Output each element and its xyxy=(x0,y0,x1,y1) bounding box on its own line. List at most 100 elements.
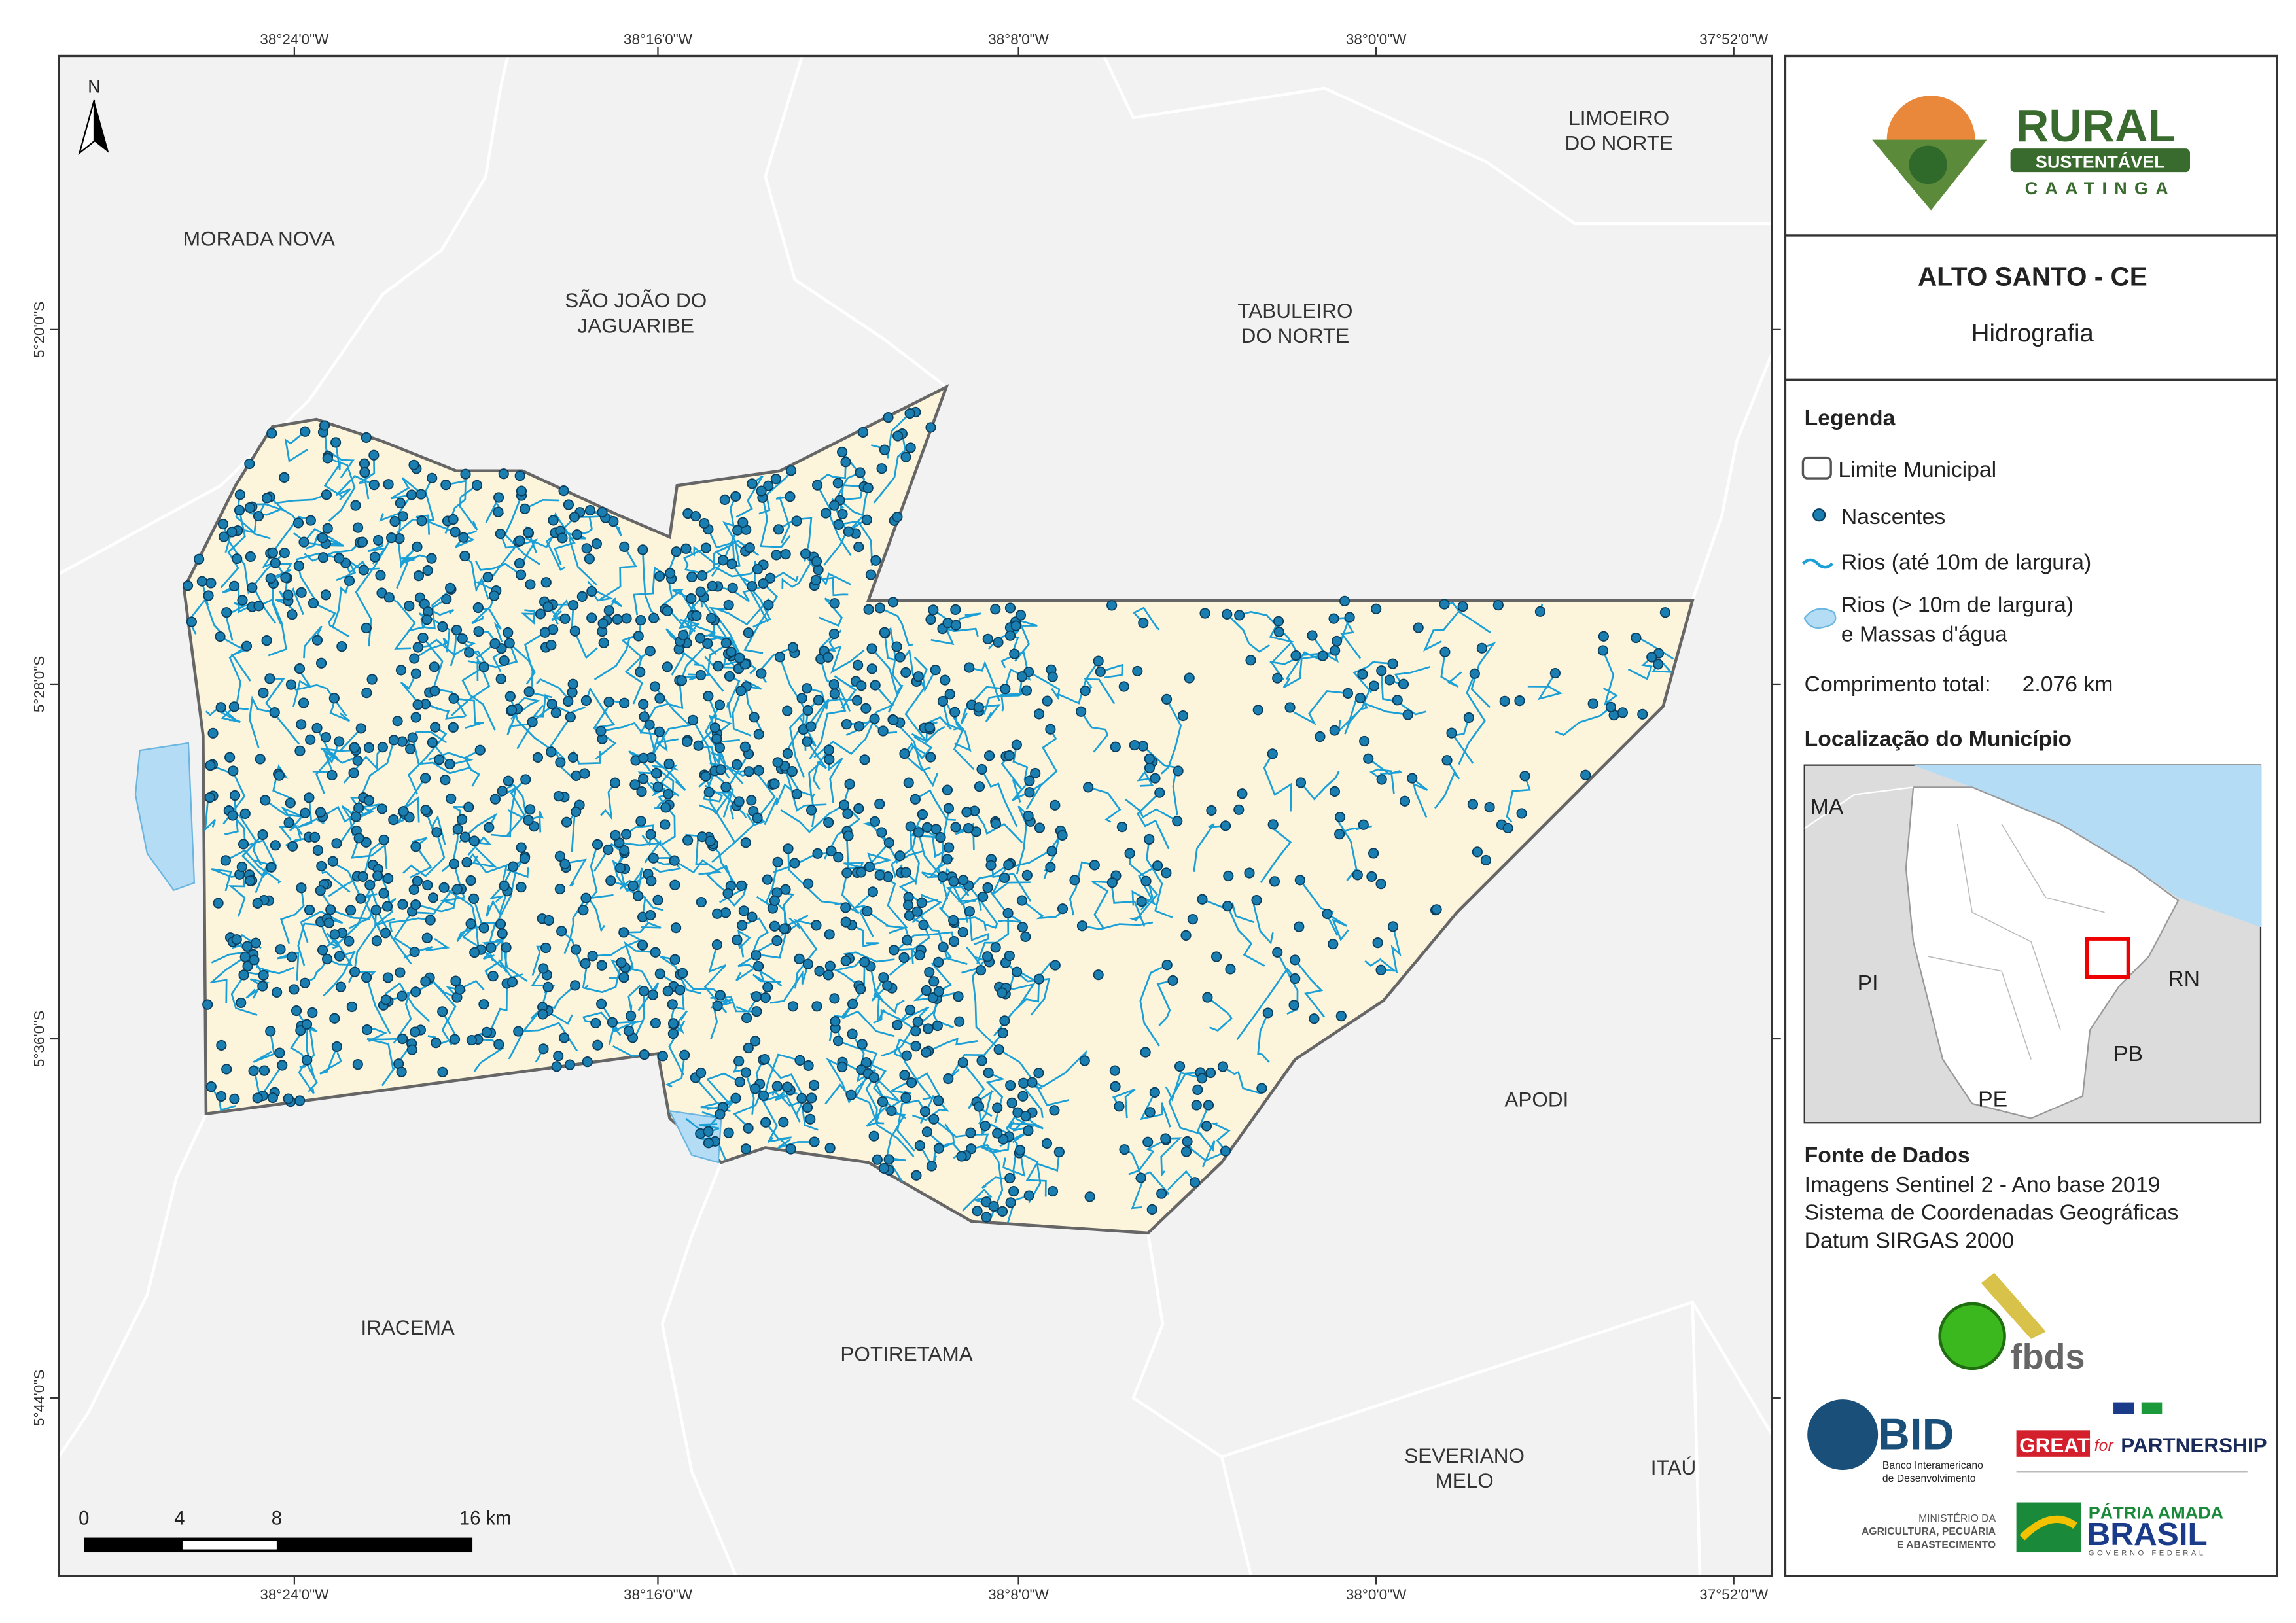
spring xyxy=(914,949,925,961)
spring xyxy=(1034,822,1046,833)
spring xyxy=(257,829,268,841)
location-title: Localização do Município xyxy=(1805,726,2072,751)
spring xyxy=(923,1023,934,1034)
spring xyxy=(853,803,864,814)
river xyxy=(320,727,362,764)
spring xyxy=(924,722,935,733)
inset-highlight xyxy=(2085,937,2130,979)
river xyxy=(632,991,645,1043)
river xyxy=(336,475,375,501)
river xyxy=(1100,663,1123,679)
spring xyxy=(1472,846,1483,858)
spring xyxy=(1387,658,1398,669)
spring xyxy=(441,593,452,605)
river xyxy=(942,701,972,752)
logo-region: CAATINGA xyxy=(2025,179,2176,198)
spring xyxy=(847,998,858,1009)
spring xyxy=(331,1041,342,1053)
spring xyxy=(619,697,630,708)
river xyxy=(1333,617,1362,659)
spring xyxy=(344,575,355,586)
spring xyxy=(650,1017,661,1029)
spring xyxy=(299,977,311,988)
spring xyxy=(1076,706,1087,717)
spring xyxy=(857,427,869,438)
river xyxy=(1128,1139,1167,1176)
spring xyxy=(925,614,936,625)
spring xyxy=(905,442,916,453)
spring xyxy=(296,882,307,894)
spring xyxy=(258,969,269,981)
spring xyxy=(1376,774,1387,785)
spring xyxy=(990,942,1001,953)
spring xyxy=(1234,610,1245,621)
spring xyxy=(1109,1065,1120,1076)
river xyxy=(892,719,939,788)
inset-label: PI xyxy=(1858,971,1879,996)
spring xyxy=(703,691,714,702)
river xyxy=(915,789,957,821)
spring xyxy=(1294,921,1305,932)
spring xyxy=(910,1041,921,1052)
spring xyxy=(983,1067,994,1079)
spring xyxy=(740,1143,752,1155)
spring xyxy=(900,451,911,462)
spring xyxy=(221,1064,232,1075)
spring xyxy=(363,742,375,753)
spring xyxy=(388,735,400,746)
spring xyxy=(546,699,557,710)
river xyxy=(838,520,874,566)
spring xyxy=(592,1039,603,1051)
spring xyxy=(665,568,676,579)
spring xyxy=(381,901,393,912)
spring xyxy=(770,474,781,485)
spring xyxy=(743,627,754,638)
spring xyxy=(285,679,297,690)
spring xyxy=(949,707,961,718)
spring xyxy=(1273,626,1285,638)
spring xyxy=(1237,788,1248,799)
spring xyxy=(336,641,347,652)
river xyxy=(968,660,1000,702)
river xyxy=(486,890,508,917)
spring xyxy=(730,491,741,502)
river xyxy=(1299,771,1340,801)
spring xyxy=(999,872,1010,884)
total-label: Comprimento total: xyxy=(1805,672,1991,697)
spring xyxy=(493,1039,504,1050)
river xyxy=(671,615,694,676)
spring xyxy=(1514,695,1525,707)
spring xyxy=(554,883,565,895)
spring xyxy=(990,604,1001,615)
spring xyxy=(700,542,712,553)
spring xyxy=(215,702,226,713)
spring xyxy=(654,968,665,979)
latitude-label: 5°44'0"S xyxy=(31,1370,48,1426)
spring xyxy=(334,553,345,564)
spring xyxy=(1598,631,1609,642)
spring xyxy=(812,848,823,859)
river xyxy=(1021,899,1065,920)
spring xyxy=(1045,724,1056,735)
municipality-label: MORADA NOVA xyxy=(183,227,335,251)
spring xyxy=(853,541,864,553)
spring xyxy=(420,805,431,816)
spring xyxy=(238,969,249,981)
spring xyxy=(633,890,644,901)
spring xyxy=(887,597,899,608)
river xyxy=(769,964,809,1004)
river xyxy=(1028,671,1061,700)
river xyxy=(816,484,852,556)
spring xyxy=(408,884,419,896)
spring xyxy=(454,984,465,995)
spring xyxy=(821,508,832,519)
spring xyxy=(444,582,456,593)
spring xyxy=(997,1027,1008,1039)
spring xyxy=(956,1151,967,1162)
spring xyxy=(870,555,881,566)
spring xyxy=(329,1013,340,1024)
spring xyxy=(1329,786,1341,797)
spring xyxy=(1233,804,1245,815)
river xyxy=(976,1089,995,1125)
spring xyxy=(546,640,557,651)
